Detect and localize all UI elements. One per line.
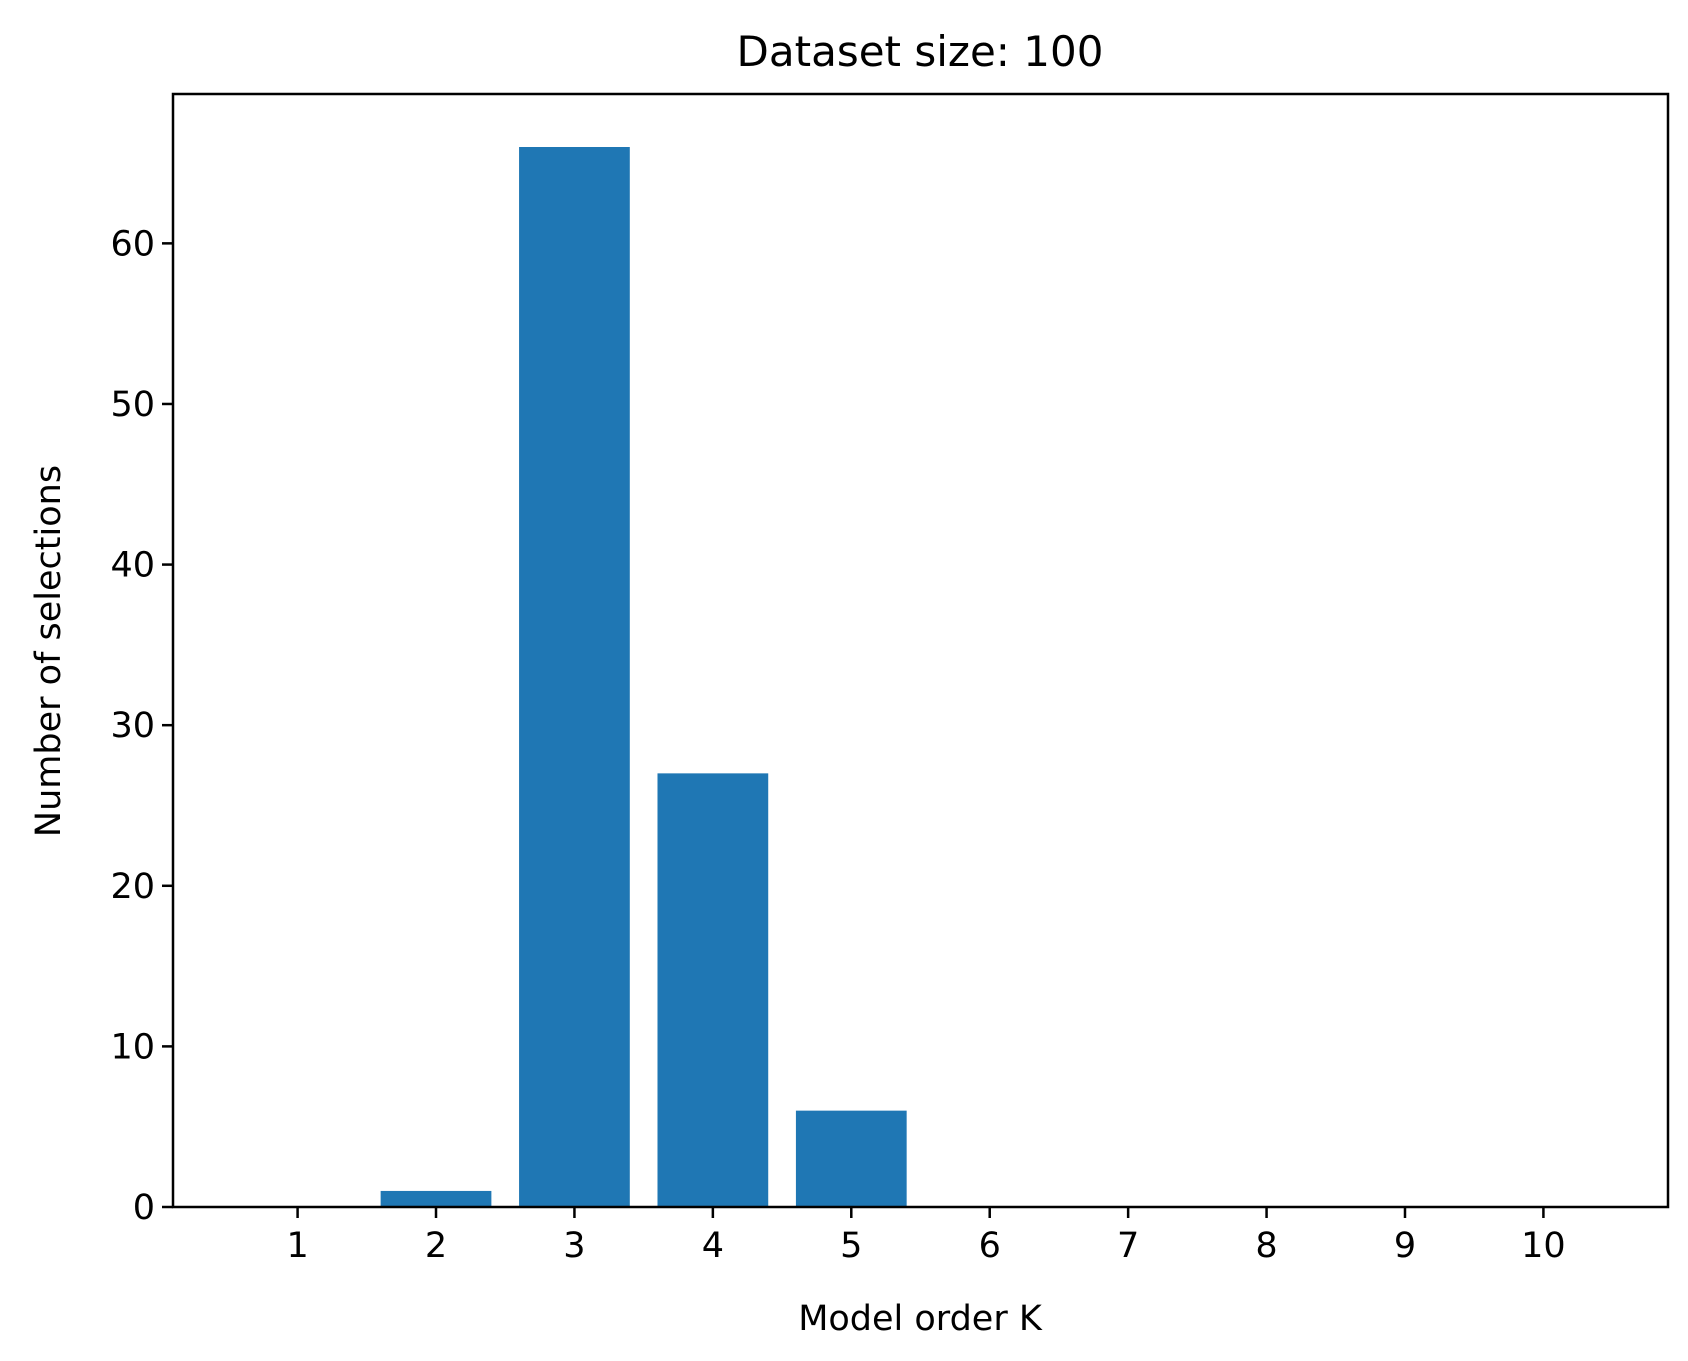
x-tick-label-9: 9 [1394, 1226, 1416, 1266]
x-tick-label-6: 6 [979, 1226, 1001, 1266]
bar-k-4 [657, 773, 769, 1207]
y-tick-label-50: 50 [110, 385, 155, 425]
y-tick-label-40: 40 [110, 546, 155, 586]
bar-k-5 [795, 1110, 907, 1207]
y-axis-ticks: 0 10 20 30 40 50 60 [110, 224, 173, 1228]
y-tick-label-0: 0 [133, 1188, 155, 1228]
x-tick-label-8: 8 [1255, 1226, 1277, 1266]
x-tick-label-10: 10 [1521, 1226, 1566, 1266]
bar-k-3 [519, 147, 630, 1207]
x-tick-label-1: 1 [286, 1226, 308, 1266]
x-tick-label-7: 7 [1117, 1226, 1139, 1266]
x-axis-label: Model order K [798, 1299, 1043, 1339]
x-tick-label-5: 5 [840, 1226, 862, 1266]
y-axis-label: Number of selections [29, 465, 69, 837]
chart-title: Dataset size: 100 [737, 27, 1104, 76]
y-tick-label-30: 30 [110, 706, 155, 746]
y-tick-label-10: 10 [110, 1027, 155, 1067]
x-tick-label-3: 3 [563, 1226, 585, 1266]
x-axis-ticks: 1 2 3 4 5 6 7 8 9 10 [286, 1207, 1566, 1266]
x-tick-label-4: 4 [702, 1226, 724, 1266]
y-tick-label-60: 60 [110, 224, 155, 264]
x-tick-label-2: 2 [425, 1226, 447, 1266]
y-tick-label-20: 20 [110, 867, 155, 907]
plot-frame [171, 92, 1670, 1209]
bars-group [380, 147, 907, 1207]
bar-k-2 [380, 1190, 492, 1207]
